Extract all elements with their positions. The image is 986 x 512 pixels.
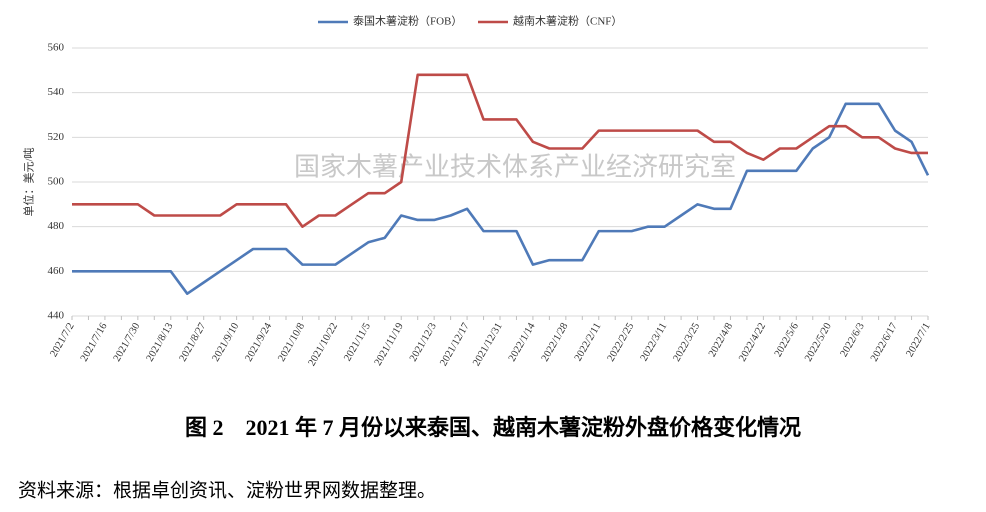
x-tick-label: 2021/8/27 xyxy=(178,321,209,363)
line-series xyxy=(72,102,930,295)
x-tick-label: 2021/9/10 xyxy=(210,321,241,363)
y-tick-label: 440 xyxy=(48,310,65,322)
x-tick-label: 2022/7/1 xyxy=(904,321,932,359)
x-tick-label: 2021/10/8 xyxy=(276,321,307,363)
y-axis-label: 单位：美元/吨 xyxy=(22,147,36,216)
legend-label: 越南木薯淀粉（CNF） xyxy=(513,14,622,28)
y-tick-label: 500 xyxy=(48,176,65,188)
line-series xyxy=(72,73,928,228)
caption: 图 2 2021 年 7 月份以来泰国、越南木薯淀粉外盘价格变化情况 xyxy=(185,415,801,440)
x-tick-label: 2022/2/25 xyxy=(606,321,637,363)
legend-label: 泰国木薯淀粉（FOB） xyxy=(353,14,462,28)
x-tick-label: 2021/12/31 xyxy=(471,321,504,368)
y-tick-label: 560 xyxy=(48,42,65,54)
y-tick-label: 460 xyxy=(48,265,65,277)
x-tick-label: 2021/12/3 xyxy=(408,321,439,363)
x-tick-label: 2022/5/6 xyxy=(773,321,801,359)
x-tick-label: 2021/8/13 xyxy=(145,321,176,363)
x-tick-label: 2021/10/22 xyxy=(307,321,340,368)
y-tick-label: 480 xyxy=(48,220,65,232)
x-tick-label: 2022/4/8 xyxy=(707,321,735,359)
x-tick-label: 2022/6/17 xyxy=(869,321,900,363)
y-tick-label: 540 xyxy=(48,86,65,98)
x-tick-label: 2021/11/19 xyxy=(373,321,406,368)
x-tick-label: 2022/3/11 xyxy=(639,321,670,363)
x-tick-label: 2022/2/11 xyxy=(573,321,604,363)
x-tick-label: 2022/1/14 xyxy=(507,321,538,364)
x-tick-label: 2022/3/25 xyxy=(671,321,702,363)
y-tick-label: 520 xyxy=(48,131,65,143)
source: 资料来源：根据卓创资讯、淀粉世界网数据整理。 xyxy=(18,479,436,501)
x-tick-label: 2021/12/17 xyxy=(438,321,471,368)
watermark: 国家木薯产业技术体系产业经济研究室 xyxy=(294,153,736,183)
x-tick-label: 2021/7/16 xyxy=(79,321,110,363)
x-tick-label: 2022/5/20 xyxy=(803,321,834,363)
x-tick-label: 2021/7/30 xyxy=(112,321,143,363)
x-tick-label: 2022/4/22 xyxy=(737,321,768,363)
x-tick-label: 2021/11/5 xyxy=(342,321,373,363)
x-tick-label: 2022/1/28 xyxy=(540,321,571,363)
x-tick-label: 2022/6/3 xyxy=(839,321,867,359)
x-tick-label: 2021/7/2 xyxy=(48,321,76,359)
x-tick-label: 2021/9/24 xyxy=(243,321,274,364)
